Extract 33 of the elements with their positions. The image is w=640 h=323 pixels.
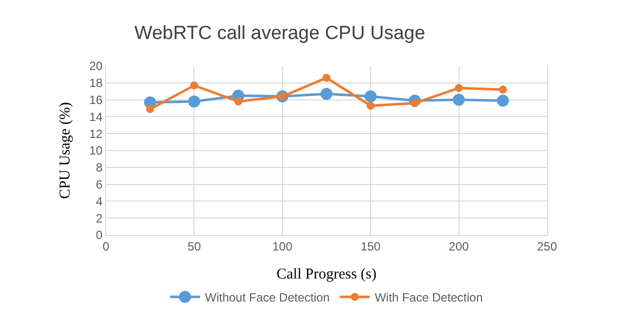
chart-title: WebRTC call average CPU Usage	[134, 22, 426, 44]
point	[498, 86, 507, 94]
y-tick-label: 20	[89, 59, 103, 74]
y-axis-title: CPU Usage (%)	[57, 102, 74, 199]
y-tick-label: 12	[89, 126, 103, 141]
point	[146, 105, 154, 114]
y-tick-label: 2	[96, 211, 103, 226]
x-tick-label: 150	[360, 239, 381, 254]
y-tick-label: 10	[89, 144, 103, 158]
x-tick-label: 50	[188, 239, 202, 254]
y-tick-label: 4	[96, 194, 103, 208]
point	[452, 94, 465, 106]
x-axis-title: Call Progress (s)	[276, 266, 376, 282]
legend-label: Without Face Detection	[205, 290, 330, 304]
legend-label: With Face Detection	[374, 290, 483, 304]
y-tick-label: 14	[89, 110, 103, 124]
y-tick-label: 8	[96, 160, 103, 175]
point	[366, 102, 375, 110]
point	[188, 95, 200, 108]
x-tick-label: 250	[536, 239, 558, 254]
point	[322, 74, 330, 82]
point	[320, 88, 332, 100]
point	[454, 84, 463, 92]
x-tick-label: 100	[272, 239, 293, 254]
point	[364, 90, 377, 102]
point	[496, 94, 509, 107]
point	[234, 97, 242, 106]
y-tick-label: 0	[96, 228, 103, 242]
y-tick-label: 18	[89, 76, 103, 90]
y-tick-label: 6	[96, 178, 103, 192]
y-tick-label: 16	[89, 93, 103, 107]
x-tick-label: 200	[448, 239, 470, 254]
point	[190, 81, 198, 90]
